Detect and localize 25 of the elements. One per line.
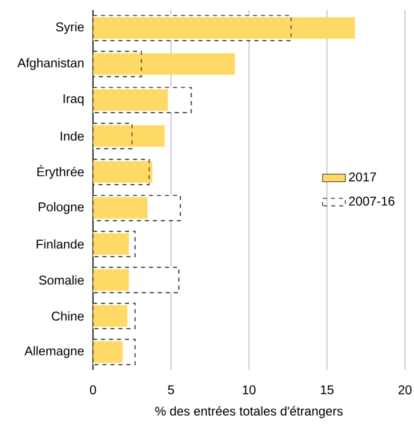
y-tick-label: Inde	[60, 131, 84, 141]
x-tick-label: 20	[398, 385, 412, 394]
y-tick-label: Pologne	[38, 202, 84, 214]
bar	[92, 341, 123, 363]
x-axis-title: % des entrées totales d'étrangers	[155, 406, 343, 418]
bar	[92, 269, 129, 291]
legend-label: 2017	[349, 172, 376, 182]
y-tick-label: Afghanistan	[17, 58, 84, 70]
bar	[92, 89, 168, 111]
y-tick-label: Érythrée	[37, 165, 84, 179]
legend-label: 2007-16	[349, 196, 394, 206]
bar	[92, 53, 235, 75]
y-tick-label: Syrie	[56, 22, 84, 34]
y-tick-label: Allemagne	[24, 346, 84, 358]
y-tick-label: Chine	[52, 311, 84, 321]
bar	[92, 17, 356, 39]
x-tick-label: 15	[320, 385, 334, 394]
bar	[92, 125, 165, 147]
bar	[92, 197, 148, 219]
y-tick-label: Somalie	[39, 275, 84, 285]
x-tick-label: 10	[242, 385, 256, 394]
x-tick-label: 5	[168, 385, 174, 394]
y-tick-label: Iraq	[64, 94, 84, 106]
y-tick-label: Finlande	[36, 239, 84, 249]
x-tick-label: 0	[90, 385, 96, 394]
